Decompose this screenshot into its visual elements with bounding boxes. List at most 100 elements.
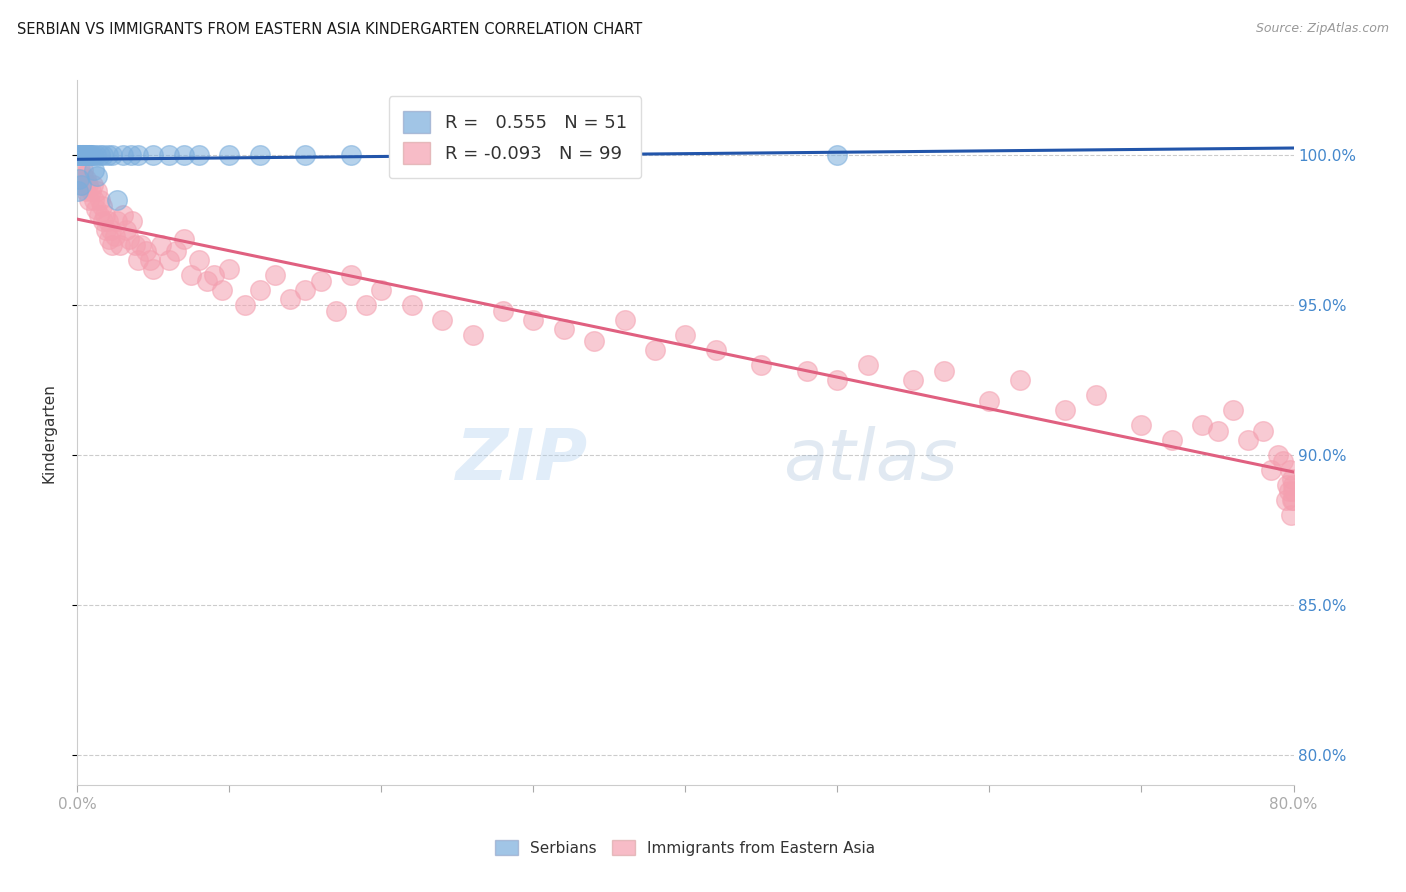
Point xyxy=(75,148,97,162)
Point xyxy=(73,148,96,162)
Point xyxy=(796,364,818,378)
Point xyxy=(72,163,94,178)
Point xyxy=(108,238,131,252)
Point xyxy=(80,148,103,162)
Point xyxy=(118,232,141,246)
Point xyxy=(98,232,121,246)
Point xyxy=(401,298,423,312)
Point xyxy=(124,238,146,252)
Point xyxy=(69,148,91,162)
Point xyxy=(1260,463,1282,477)
Point xyxy=(294,283,316,297)
Point xyxy=(202,268,225,283)
Point xyxy=(522,313,544,327)
Point xyxy=(82,178,104,193)
Point xyxy=(72,169,94,184)
Point xyxy=(1206,424,1229,438)
Point xyxy=(188,148,211,162)
Point xyxy=(77,148,100,162)
Point xyxy=(370,283,392,297)
Point xyxy=(1084,388,1107,402)
Point xyxy=(73,148,96,162)
Point xyxy=(120,148,142,162)
Point xyxy=(195,274,218,288)
Point xyxy=(75,184,97,198)
Point xyxy=(157,253,180,268)
Point xyxy=(142,148,165,162)
Point xyxy=(83,163,105,178)
Point xyxy=(83,193,105,207)
Point xyxy=(430,313,453,327)
Text: atlas: atlas xyxy=(783,426,957,495)
Point xyxy=(72,148,94,162)
Point xyxy=(492,304,515,318)
Point xyxy=(142,262,165,277)
Point xyxy=(1281,493,1303,508)
Point xyxy=(101,238,124,252)
Point xyxy=(100,223,122,237)
Point xyxy=(79,148,101,162)
Point xyxy=(1161,433,1184,447)
Point xyxy=(1279,463,1302,477)
Point xyxy=(325,304,347,318)
Point xyxy=(979,394,1001,409)
Point xyxy=(129,238,152,252)
Point xyxy=(165,244,187,259)
Y-axis label: Kindergarten: Kindergarten xyxy=(42,383,56,483)
Point xyxy=(127,148,149,162)
Point xyxy=(82,148,104,162)
Point xyxy=(644,343,666,358)
Point xyxy=(89,148,111,162)
Point xyxy=(188,253,211,268)
Point xyxy=(1279,508,1302,522)
Point xyxy=(70,148,93,162)
Point xyxy=(89,193,111,207)
Point xyxy=(173,232,195,246)
Text: SERBIAN VS IMMIGRANTS FROM EASTERN ASIA KINDERGARTEN CORRELATION CHART: SERBIAN VS IMMIGRANTS FROM EASTERN ASIA … xyxy=(17,22,643,37)
Point xyxy=(70,178,93,193)
Point xyxy=(121,214,143,228)
Point xyxy=(104,229,127,244)
Point xyxy=(139,253,162,268)
Point xyxy=(105,214,128,228)
Point xyxy=(340,148,363,162)
Point xyxy=(101,148,124,162)
Point xyxy=(1251,424,1274,438)
Point xyxy=(613,313,636,327)
Point xyxy=(127,253,149,268)
Point xyxy=(903,373,925,387)
Point xyxy=(1267,448,1289,462)
Point xyxy=(84,148,107,162)
Point xyxy=(91,148,114,162)
Point xyxy=(69,163,91,178)
Point xyxy=(492,148,515,162)
Point xyxy=(1282,493,1305,508)
Point xyxy=(675,328,697,343)
Point xyxy=(704,343,727,358)
Point xyxy=(1008,373,1031,387)
Point xyxy=(1130,418,1153,433)
Point xyxy=(86,169,108,184)
Point xyxy=(278,292,301,306)
Point xyxy=(115,223,138,237)
Point xyxy=(97,214,120,228)
Point xyxy=(67,172,90,186)
Point xyxy=(218,262,240,277)
Point xyxy=(77,148,100,162)
Point xyxy=(249,148,271,162)
Point xyxy=(69,148,91,162)
Point xyxy=(598,148,620,162)
Point xyxy=(340,268,363,283)
Point xyxy=(73,178,96,193)
Point xyxy=(1281,472,1303,486)
Point xyxy=(70,148,93,162)
Point xyxy=(67,148,90,162)
Point xyxy=(856,358,879,372)
Point xyxy=(67,184,90,198)
Point xyxy=(70,148,93,162)
Point xyxy=(309,274,332,288)
Text: Source: ZipAtlas.com: Source: ZipAtlas.com xyxy=(1256,22,1389,36)
Text: ZIP: ZIP xyxy=(456,426,588,495)
Point xyxy=(932,364,955,378)
Point xyxy=(90,199,112,213)
